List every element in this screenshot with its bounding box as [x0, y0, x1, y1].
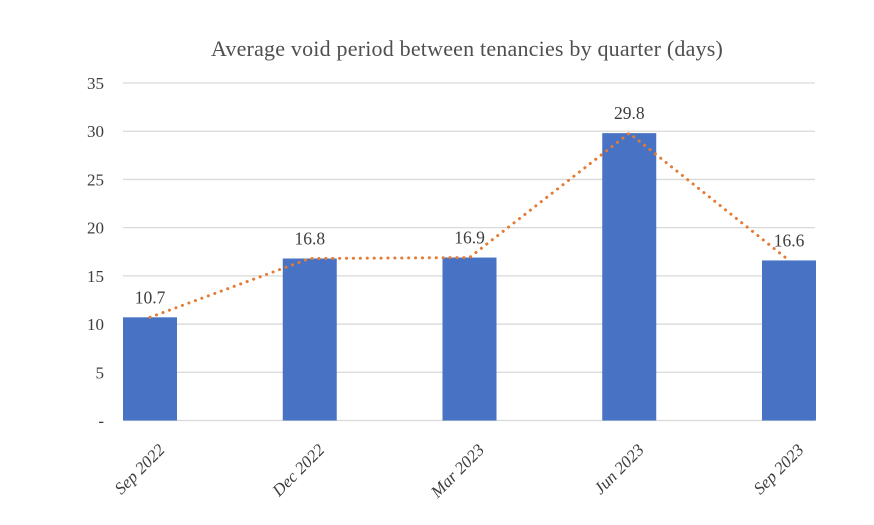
- y-tick-label: 20: [87, 219, 104, 238]
- bar-data-label: 16.9: [454, 228, 485, 248]
- x-axis-label: Mar 2023: [426, 440, 488, 502]
- y-tick-label: -: [98, 412, 104, 431]
- x-axis-label: Dec 2022: [268, 440, 329, 501]
- x-axis-label: Jun 2023: [590, 440, 648, 498]
- bar: [762, 260, 816, 421]
- trend-dotted-line: [148, 131, 791, 319]
- bar: [442, 257, 497, 421]
- bar-data-label: 16.6: [774, 230, 805, 250]
- y-tick-label: 10: [87, 315, 104, 334]
- y-tick-label: 25: [87, 170, 104, 189]
- bar: [602, 133, 657, 421]
- bar-data-label: 29.8: [614, 103, 645, 123]
- y-tick-label: 5: [96, 363, 105, 382]
- y-tick-label: 30: [87, 122, 104, 141]
- x-axis-label: Sep 2023: [750, 440, 808, 498]
- x-axis-label: Sep 2022: [111, 440, 169, 498]
- y-tick-label: 35: [87, 74, 104, 93]
- chart-title: Average void period between tenancies by…: [210, 36, 724, 61]
- bar: [123, 317, 177, 421]
- bar: [282, 258, 337, 421]
- y-tick-label: 15: [87, 267, 104, 286]
- bar-data-label: 10.7: [135, 287, 166, 307]
- bar-data-label: 16.8: [294, 229, 325, 249]
